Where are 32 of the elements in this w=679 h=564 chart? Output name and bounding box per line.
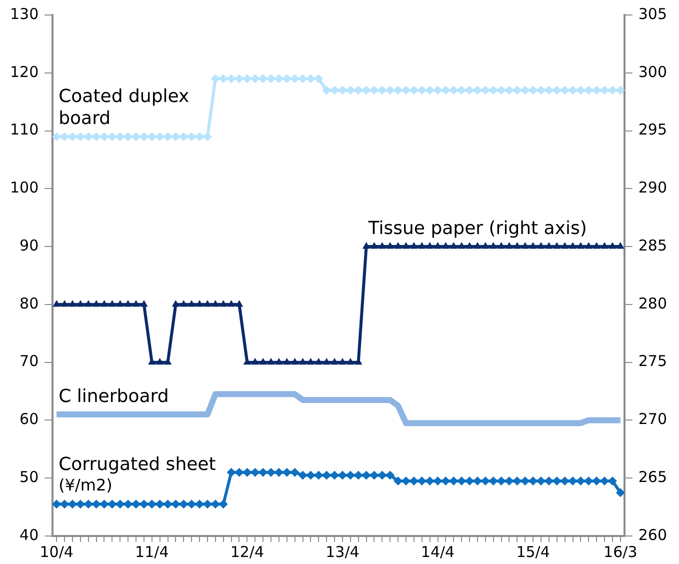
y2-tick-label: 270	[638, 410, 668, 428]
y-tick-label: 60	[20, 410, 39, 428]
x-tick-label: 16/3	[604, 542, 638, 561]
y2-tick-label: 300	[638, 62, 668, 81]
y2-tick-label: 295	[638, 120, 668, 139]
x-tick-label: 14/4	[420, 542, 455, 561]
y-tick-label: 80	[20, 294, 39, 312]
y2-tick-label: 285	[638, 236, 668, 254]
series-label: Tissue paper (right axis)	[367, 218, 587, 240]
x-tick-label: 10/4	[40, 542, 74, 561]
y2-tick-label: 280	[638, 294, 668, 312]
y-tick-label: 70	[20, 352, 39, 370]
y-tick-label: 120	[10, 62, 39, 81]
y2-tick-label: 305	[638, 4, 668, 23]
y-tick-label: 100	[10, 178, 39, 197]
y2-tick-label: 265	[638, 468, 668, 486]
series-label: C linerboard	[58, 386, 169, 408]
series-label: Corrugated sheet	[58, 454, 216, 475]
x-tick-label: 15/4	[516, 542, 550, 561]
y-tick-label: 90	[20, 236, 39, 254]
y-tick-label: 40	[20, 526, 39, 544]
series-label: Coated duplex board	[58, 86, 190, 130]
y-tick-label: 130	[10, 4, 39, 23]
annotation: (¥/m2)	[58, 475, 112, 494]
y2-tick-label: 260	[638, 526, 668, 544]
y2-tick-label: 275	[638, 352, 668, 370]
x-tick-label: 12/4	[230, 542, 264, 561]
x-tick-label: 13/4	[326, 542, 360, 561]
y-tick-label: 110	[10, 120, 39, 139]
y-tick-label: 50	[20, 468, 39, 486]
x-tick-label: 11/4	[135, 542, 169, 561]
y2-tick-label: 290	[638, 178, 668, 197]
